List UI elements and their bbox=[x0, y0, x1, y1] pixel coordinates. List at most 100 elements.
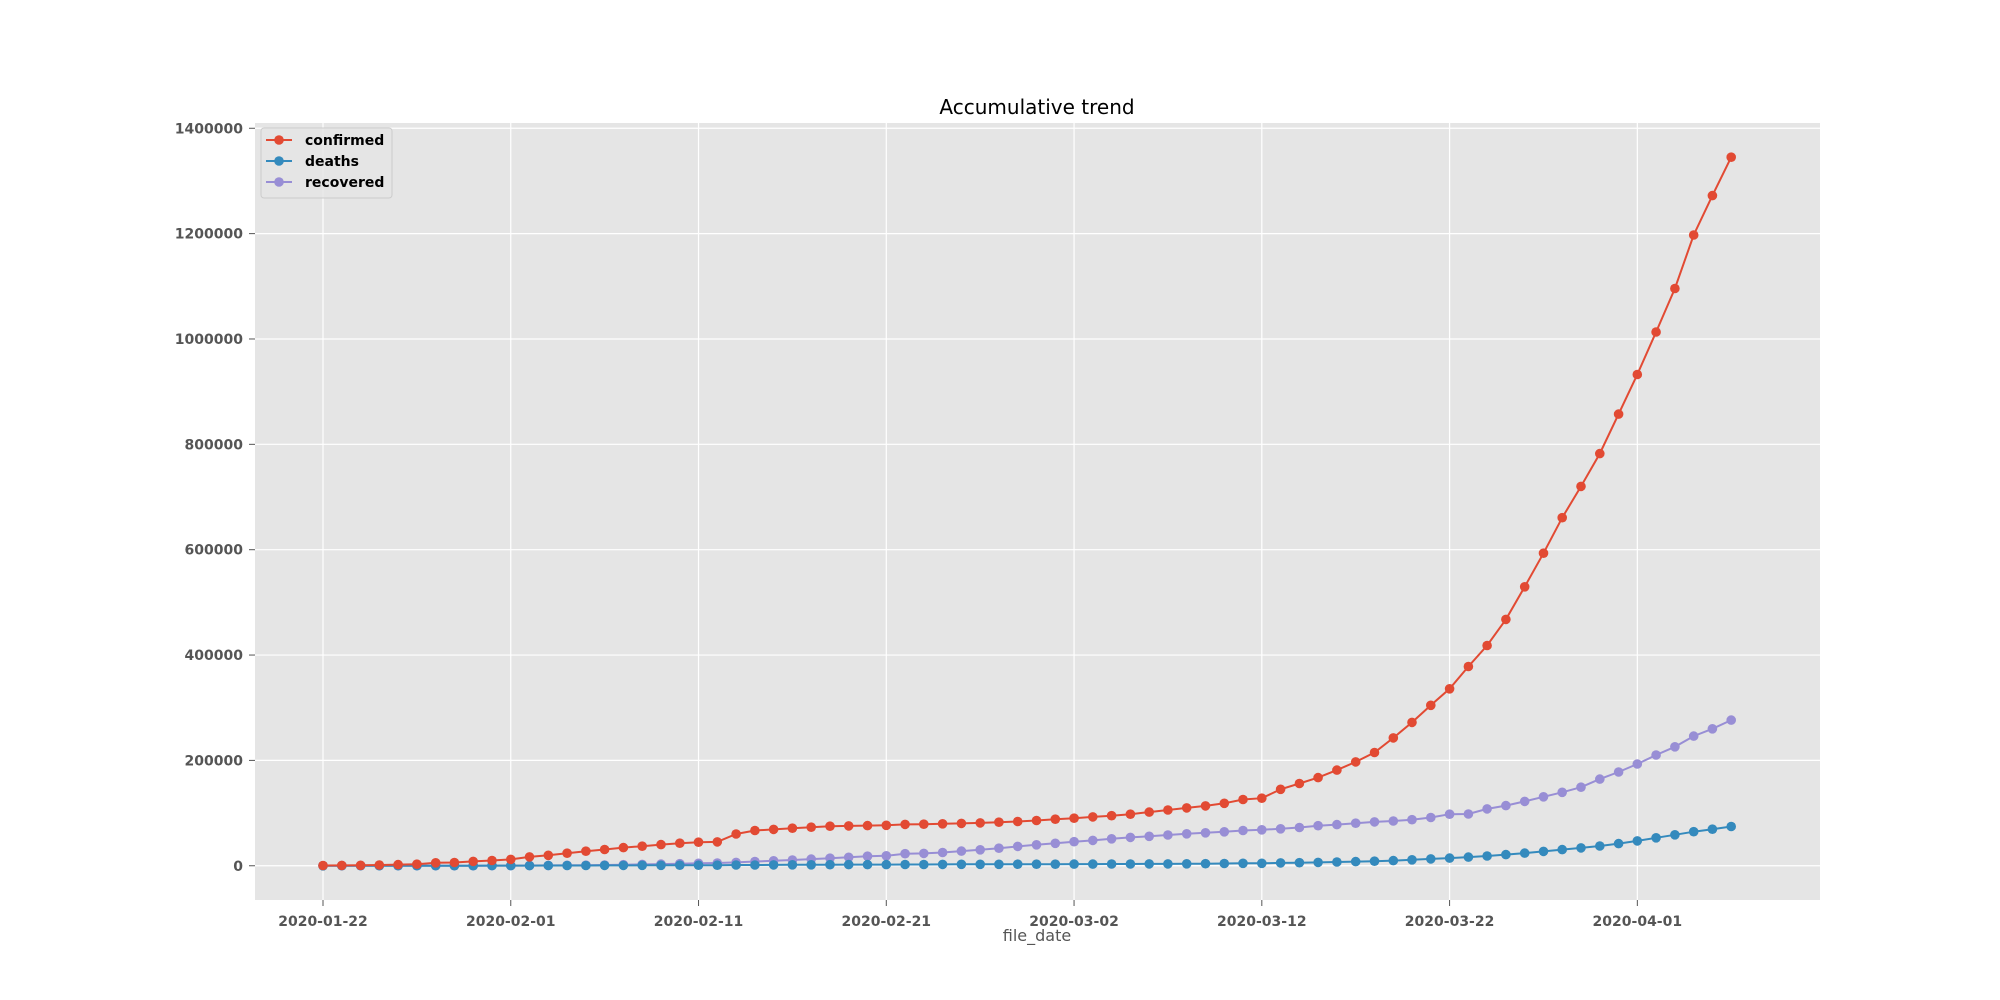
recovered-point bbox=[1238, 825, 1248, 836]
confirmed-point bbox=[1294, 778, 1305, 789]
confirmed-point bbox=[393, 859, 403, 870]
deaths-point bbox=[975, 859, 985, 870]
confirmed-point bbox=[1050, 814, 1061, 824]
x-tick-label: 2020-02-01 bbox=[466, 914, 556, 930]
deaths-point bbox=[862, 859, 873, 870]
deaths-point bbox=[1501, 849, 1511, 860]
confirmed-point bbox=[318, 860, 328, 871]
deaths-point bbox=[1632, 836, 1643, 846]
confirmed-point bbox=[412, 859, 422, 869]
legend-frame bbox=[260, 127, 393, 199]
y-tick-label: 600000 bbox=[185, 543, 244, 559]
deaths-point bbox=[994, 859, 1004, 870]
chart-title: Accumulative trend bbox=[939, 95, 1134, 119]
confirmed-point bbox=[562, 848, 572, 858]
deaths-point bbox=[1369, 856, 1380, 866]
recovered-point bbox=[1144, 831, 1154, 842]
recovered-point bbox=[1463, 809, 1474, 819]
recovered-point bbox=[1369, 817, 1380, 827]
deaths-point bbox=[1050, 859, 1061, 869]
plot-background bbox=[255, 123, 1820, 900]
y-tick-label: 1000000 bbox=[175, 332, 243, 348]
recovered-point bbox=[1125, 832, 1136, 843]
legend-swatch-marker bbox=[274, 156, 284, 166]
deaths-point bbox=[731, 860, 741, 870]
deaths-point bbox=[1012, 859, 1023, 869]
deaths-point bbox=[1144, 859, 1154, 869]
legend-label: confirmed bbox=[305, 133, 384, 149]
confirmed-point bbox=[787, 823, 798, 833]
legend-item-recovered: recovered bbox=[266, 175, 384, 191]
y-tick-label: 1200000 bbox=[175, 227, 243, 243]
legend-label: deaths bbox=[305, 154, 359, 170]
y-tick-label: 400000 bbox=[185, 648, 244, 664]
deaths-point bbox=[656, 860, 666, 871]
deaths-point bbox=[881, 859, 892, 870]
confirmed-point bbox=[1613, 409, 1624, 419]
deaths-point bbox=[1350, 856, 1361, 867]
legend-item-confirmed: confirmed bbox=[266, 133, 384, 149]
deaths-point bbox=[1294, 857, 1305, 868]
confirmed-point bbox=[693, 837, 704, 847]
legend-swatch-marker bbox=[274, 177, 284, 187]
confirmed-point bbox=[1181, 803, 1192, 813]
confirmed-point bbox=[337, 860, 347, 871]
confirmed-point bbox=[731, 829, 741, 839]
confirmed-point bbox=[374, 860, 385, 870]
recovered-point bbox=[881, 851, 892, 861]
recovered-point bbox=[1163, 830, 1173, 840]
deaths-point bbox=[1538, 846, 1549, 857]
recovered-point bbox=[1313, 820, 1323, 831]
confirmed-point bbox=[881, 820, 892, 831]
recovered-point bbox=[1519, 796, 1530, 807]
deaths-point bbox=[1088, 859, 1098, 869]
confirmed-point bbox=[900, 819, 910, 830]
confirmed-point bbox=[506, 854, 516, 865]
confirmed-point bbox=[581, 846, 591, 856]
confirmed-point bbox=[843, 821, 854, 831]
recovered-point bbox=[1482, 804, 1492, 814]
legend-swatch-marker bbox=[274, 135, 284, 145]
recovered-point bbox=[1444, 809, 1455, 819]
deaths-point bbox=[919, 859, 929, 870]
x-tick-label: 2020-03-22 bbox=[1405, 914, 1495, 930]
confirmed-point bbox=[1163, 805, 1173, 815]
confirmed-point bbox=[919, 819, 929, 829]
confirmed-point bbox=[1012, 816, 1023, 827]
legend-label: recovered bbox=[305, 175, 384, 191]
confirmed-point bbox=[712, 837, 723, 847]
legend: confirmed deaths recovered bbox=[260, 127, 393, 199]
deaths-point bbox=[1031, 859, 1042, 869]
deaths-point bbox=[1219, 858, 1230, 869]
deaths-point bbox=[1576, 843, 1586, 853]
deaths-point bbox=[693, 860, 704, 870]
recovered-point bbox=[1031, 840, 1042, 850]
deaths-point bbox=[1200, 858, 1211, 869]
recovered-point bbox=[1707, 724, 1718, 734]
deaths-point bbox=[1257, 858, 1267, 869]
deaths-point bbox=[843, 859, 854, 870]
deaths-point bbox=[1313, 857, 1323, 868]
recovered-point bbox=[1069, 836, 1079, 847]
deaths-point bbox=[1275, 858, 1286, 868]
x-tick-label: 2020-03-12 bbox=[1217, 914, 1307, 930]
confirmed-point bbox=[487, 855, 497, 866]
deaths-point bbox=[956, 859, 967, 870]
deaths-point bbox=[1181, 859, 1192, 869]
grid bbox=[255, 123, 1820, 900]
confirmed-point bbox=[468, 856, 479, 867]
x-tick-label: 2020-02-11 bbox=[654, 914, 744, 930]
confirmed-point bbox=[1707, 190, 1718, 201]
confirmed-point bbox=[618, 842, 629, 853]
confirmed-point bbox=[768, 824, 779, 835]
deaths-point bbox=[524, 860, 535, 871]
recovered-point bbox=[1407, 814, 1417, 825]
recovered-point bbox=[1332, 819, 1342, 830]
recovered-point bbox=[919, 848, 929, 859]
confirmed-point bbox=[637, 841, 647, 851]
confirmed-point bbox=[1238, 794, 1248, 805]
confirmed-point bbox=[1557, 512, 1567, 523]
confirmed-point bbox=[1726, 152, 1736, 162]
x-tick-label: 2020-04-01 bbox=[1593, 914, 1683, 930]
confirmed-point bbox=[656, 839, 666, 850]
